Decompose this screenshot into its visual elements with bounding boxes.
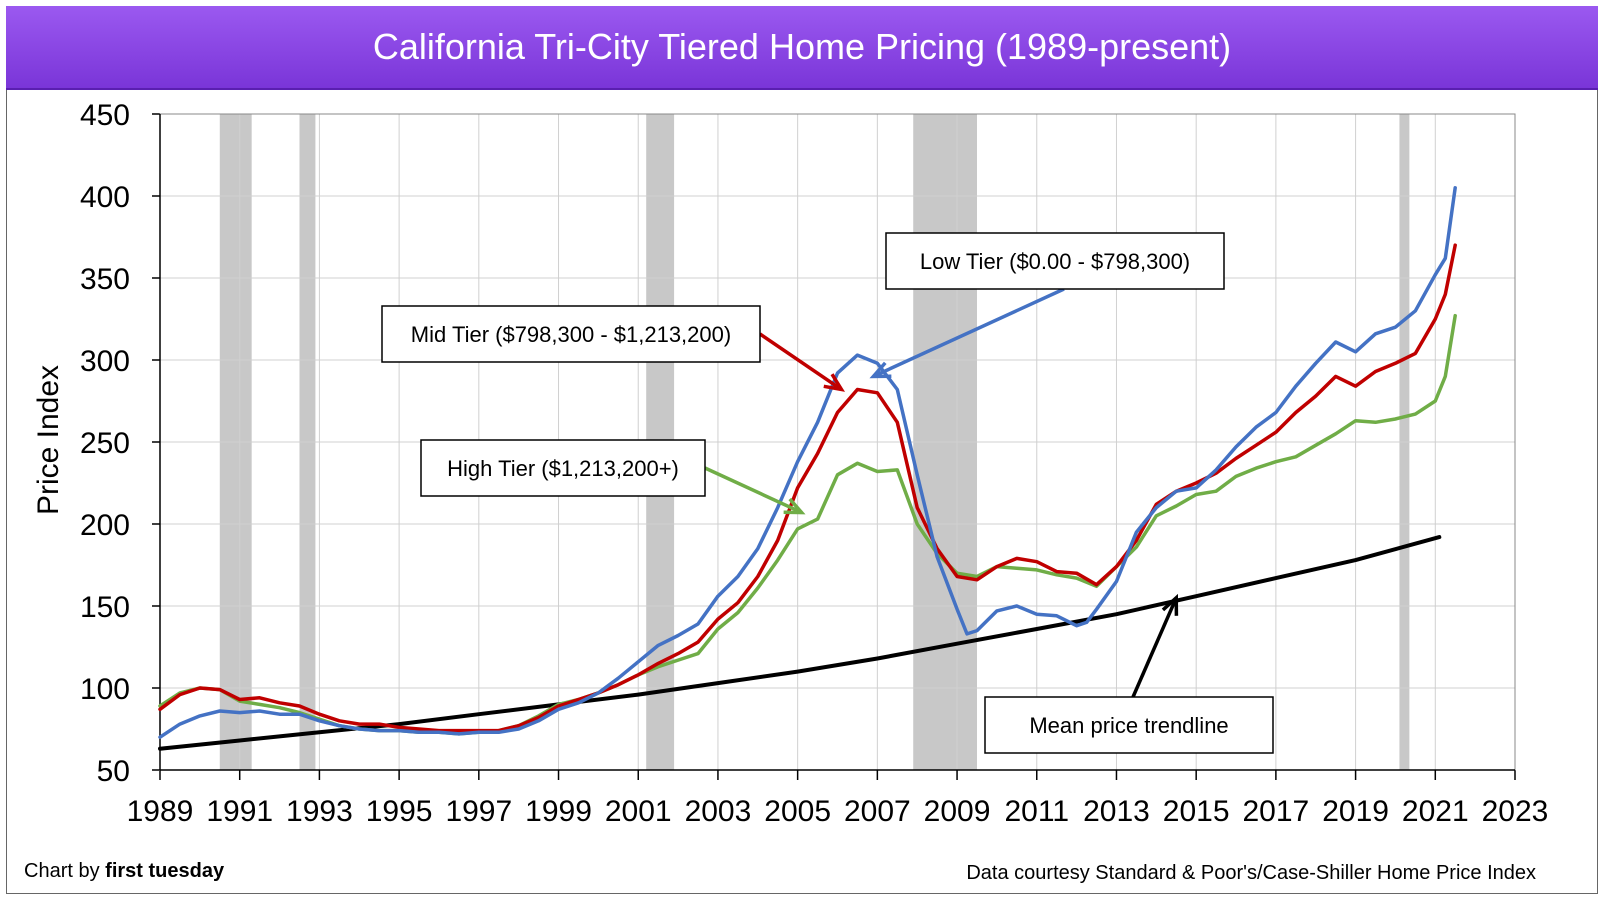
y-tick-label: 400 (80, 181, 130, 214)
annotations: Low Tier ($0.00 - $798,300) Mid Tier ($79… (381, 232, 1274, 754)
x-tick-label: 2011 (1005, 795, 1070, 828)
annotation-label-mid: Mid Tier ($798,300 - $1,213,200) (411, 322, 731, 347)
y-tick-label: 100 (80, 673, 130, 706)
x-tick-label: 1999 (525, 795, 592, 828)
credit-prefix: Chart by (24, 860, 106, 882)
x-tick-label: 2001 (605, 795, 672, 828)
y-axis-label: Price Index (32, 365, 65, 515)
series-line-mid (158, 243, 1457, 733)
annotation-label-high: High Tier ($1,213,200+) (447, 456, 679, 481)
annotation-label-low: Low Tier ($0.00 - $798,300) (920, 249, 1190, 274)
y-tick-label: 250 (80, 427, 130, 460)
series-line-trend (158, 535, 1442, 751)
series-lines (158, 186, 1457, 751)
grid-lines (159, 113, 1516, 771)
annotation-arrowhead-high (783, 497, 806, 515)
annotation-arrowhead-trend (1161, 593, 1179, 616)
annotation-box-mid (381, 305, 761, 363)
x-tick-label: 1995 (366, 795, 433, 828)
y-tick-label: 350 (80, 263, 130, 296)
x-tick-label: 1991 (206, 795, 273, 828)
x-tick-label: 2015 (1163, 795, 1230, 828)
y-tick-label: 150 (80, 591, 130, 624)
x-tick-label: 2009 (924, 795, 991, 828)
annotation-label-trend: Mean price trendline (1029, 713, 1228, 738)
x-tick-label: 2003 (685, 795, 752, 828)
data-source-note: Data courtesy Standard & Poor's/Case-Shi… (966, 862, 1536, 884)
x-tick-label: 2005 (764, 795, 831, 828)
x-tick-label: 2019 (1322, 795, 1389, 828)
annotation-arrow-trend (1131, 597, 1178, 698)
x-tick-label: 2021 (1402, 795, 1469, 828)
annotation-arrow-mid (759, 332, 843, 391)
annotation-box-high (420, 439, 706, 497)
x-tick-label: 1993 (286, 795, 353, 828)
axes: 50 100 150 200 250 300 350 400 450 1989 1991 1993 19… (80, 99, 1548, 828)
annotation-arrowhead-low (869, 361, 892, 379)
y-tick-label: 50 (97, 755, 130, 788)
annotation-box-trend (984, 696, 1274, 754)
x-tick-label: 2023 (1482, 795, 1549, 828)
x-tick-label: 1989 (127, 795, 194, 828)
credit-brand: first tuesday (105, 860, 225, 882)
x-tick-label: 2007 (844, 795, 911, 828)
y-tick-label: 200 (80, 509, 130, 542)
x-tick-label: 2013 (1083, 795, 1150, 828)
chart-credit: Chart by first tuesday (24, 860, 224, 883)
annotation-arrow-low (872, 287, 1065, 378)
annotation-arrowhead-mid (823, 373, 846, 392)
annotation-arrow-high (704, 466, 803, 515)
series-line-low (158, 186, 1457, 739)
chart-title: California Tri-City Tiered Home Pricing … (6, 6, 1598, 90)
y-tick-label: 300 (80, 345, 130, 378)
y-tick-label: 450 (80, 99, 130, 132)
x-tick-label: 2017 (1243, 795, 1310, 828)
x-tick-label: 1997 (445, 795, 512, 828)
annotation-box-low (885, 232, 1225, 290)
